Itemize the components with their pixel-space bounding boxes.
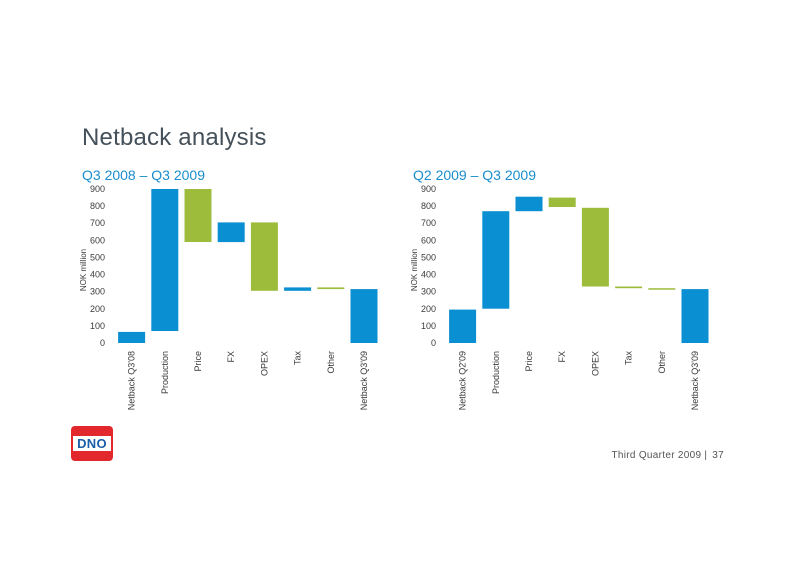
- footer: Third Quarter 2009 | 37: [611, 450, 724, 461]
- chart-2-ytick-label: 700: [421, 218, 436, 228]
- chart-2-ytick-label: 100: [421, 321, 436, 331]
- chart-1-ytick-label: 700: [90, 218, 105, 228]
- chart-2-ytick-label: 400: [421, 270, 436, 280]
- chart-2-ytick-label: 600: [421, 235, 436, 245]
- chart-1-category-label: Other: [326, 351, 336, 374]
- dno-logo: DNO: [71, 426, 113, 461]
- chart-2-bar-2: [482, 211, 510, 309]
- chart-2-ytick-label: 500: [421, 252, 436, 262]
- chart-1-ytick-label: 200: [90, 304, 105, 314]
- chart-1-ytick-label: 800: [90, 201, 105, 211]
- chart-1-bar-7: [317, 287, 345, 290]
- chart-2-bar-8: [681, 289, 709, 343]
- chart-1-category-label: Production: [160, 351, 170, 394]
- chart-2-category-label: Netback Q2'09: [458, 351, 468, 410]
- chart-1-ytick-label: 300: [90, 287, 105, 297]
- chart-1-container: Q3 2008 – Q3 2009 0 100 200 300 400 500 600 700 8…: [75, 165, 378, 425]
- chart-2-bar-7: [648, 288, 676, 290]
- chart-1-ytick-label: 100: [90, 321, 105, 331]
- chart-1-bar-4: [217, 222, 245, 243]
- chart-1-bar-2: [151, 189, 179, 331]
- chart-1-ytick-label: 500: [90, 252, 105, 262]
- chart-1-svg: Q3 2008 – Q3 2009 0 100 200 300 400 500 600 700 8…: [79, 167, 378, 410]
- chart-2-bar-4: [548, 197, 576, 207]
- page-number: 37: [712, 450, 724, 461]
- page-title: Netback analysis: [82, 124, 267, 151]
- chart-1-category-label: Tax: [293, 351, 303, 366]
- chart-2-ytick-label: 0: [431, 338, 436, 348]
- footer-separator: |: [704, 450, 708, 461]
- chart-1-category-label: OPEX: [259, 351, 269, 376]
- chart-1-ytick-label: 900: [90, 184, 105, 194]
- chart-1-bar-1: [118, 331, 146, 343]
- chart-2-ytick-label: 900: [421, 184, 436, 194]
- chart-2-category-label: Tax: [624, 351, 634, 366]
- chart-2-bar-1: [449, 309, 477, 343]
- chart-2-container: Q2 2009 – Q3 2009 0 100 200 300 400 500 600 700 8…: [406, 165, 709, 425]
- chart-1-ytick-label: 400: [90, 270, 105, 280]
- chart-2-category-label: FX: [557, 351, 567, 363]
- chart-2-svg: Q2 2009 – Q3 2009 0 100 200 300 400 500 600 700 8…: [410, 167, 709, 410]
- chart-2-ytick-label: 300: [421, 287, 436, 297]
- footer-text: Third Quarter 2009: [611, 450, 702, 461]
- chart-1-ylabel: NOK million: [79, 249, 88, 291]
- chart-1-ytick-label: 0: [100, 338, 105, 348]
- chart-2-bar-5: [581, 207, 609, 287]
- chart-1-bar-8: [350, 289, 378, 343]
- chart-1-title: Q3 2008 – Q3 2009: [82, 167, 205, 183]
- chart-2-ytick-label: 800: [421, 201, 436, 211]
- chart-1-ytick-label: 600: [90, 235, 105, 245]
- chart-2-bar-6: [615, 286, 643, 289]
- chart-1-category-label: Netback Q3'08: [127, 351, 137, 410]
- chart-1-category-label: Price: [193, 351, 203, 372]
- chart-2-ylabel: NOK million: [410, 249, 419, 291]
- chart-1-category-label: Netback Q3'09: [359, 351, 369, 410]
- chart-2-category-label: Price: [524, 351, 534, 372]
- chart-2-category-label: Netback Q3'09: [690, 351, 700, 410]
- chart-2-ytick-label: 200: [421, 304, 436, 314]
- chart-2-title: Q2 2009 – Q3 2009: [413, 167, 536, 183]
- chart-2-category-label: Other: [657, 351, 667, 374]
- chart-2-bar-3: [515, 196, 543, 212]
- chart-1-category-label: FX: [226, 351, 236, 363]
- chart-2-category-label: OPEX: [590, 351, 600, 376]
- chart-1-bar-5: [250, 222, 278, 291]
- chart-1-bar-3: [184, 189, 212, 242]
- dno-logo-text: DNO: [73, 436, 111, 451]
- chart-2-category-label: Production: [491, 351, 501, 394]
- chart-1-bar-6: [284, 287, 312, 291]
